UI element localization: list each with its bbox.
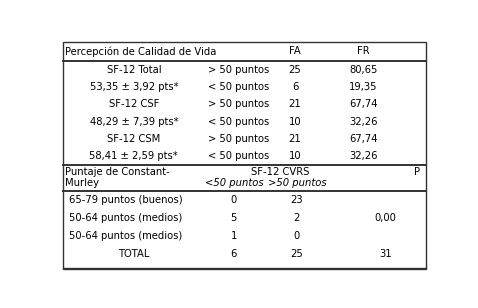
Text: FR: FR xyxy=(357,47,370,56)
Text: 6: 6 xyxy=(292,82,298,92)
Text: 10: 10 xyxy=(289,151,301,161)
Text: 58,41 ± 2,59 pts*: 58,41 ± 2,59 pts* xyxy=(89,151,178,161)
Text: 5: 5 xyxy=(231,213,237,223)
Text: 19,35: 19,35 xyxy=(349,82,378,92)
Text: Percepción de Calidad de Vida: Percepción de Calidad de Vida xyxy=(65,46,217,57)
Text: <50 puntos: <50 puntos xyxy=(205,178,263,188)
Text: 80,65: 80,65 xyxy=(349,65,378,75)
Text: 10: 10 xyxy=(289,117,301,127)
Text: TOTAL: TOTAL xyxy=(118,249,150,259)
Text: P: P xyxy=(414,167,420,177)
Text: SF-12 CSF: SF-12 CSF xyxy=(109,99,159,109)
Text: 6: 6 xyxy=(231,249,237,259)
Text: SF-12 CSM: SF-12 CSM xyxy=(107,134,161,144)
Text: SF-12 CVRS: SF-12 CVRS xyxy=(251,167,309,177)
Text: 50-64 puntos (medios): 50-64 puntos (medios) xyxy=(69,213,182,223)
Text: < 50 puntos: < 50 puntos xyxy=(208,82,269,92)
Text: 48,29 ± 7,39 pts*: 48,29 ± 7,39 pts* xyxy=(89,117,178,127)
Text: 21: 21 xyxy=(289,99,301,109)
Text: 23: 23 xyxy=(291,195,303,205)
Text: 53,35 ± 3,92 pts*: 53,35 ± 3,92 pts* xyxy=(89,82,178,92)
Text: SF-12 Total: SF-12 Total xyxy=(107,65,161,75)
Text: 32,26: 32,26 xyxy=(349,151,378,161)
Text: Puntaje de Constant-: Puntaje de Constant- xyxy=(65,167,170,177)
Text: 1: 1 xyxy=(231,231,237,241)
Text: 0: 0 xyxy=(293,231,300,241)
Text: 0: 0 xyxy=(231,195,237,205)
Text: FA: FA xyxy=(289,47,301,56)
Text: < 50 puntos: < 50 puntos xyxy=(208,117,269,127)
Text: < 50 puntos: < 50 puntos xyxy=(208,151,269,161)
Text: 50-64 puntos (medios): 50-64 puntos (medios) xyxy=(69,231,182,241)
Text: 0,00: 0,00 xyxy=(375,213,397,223)
Text: 25: 25 xyxy=(289,65,301,75)
Text: 65-79 puntos (buenos): 65-79 puntos (buenos) xyxy=(69,195,183,205)
Text: 67,74: 67,74 xyxy=(349,134,378,144)
Text: 67,74: 67,74 xyxy=(349,99,378,109)
Text: 25: 25 xyxy=(291,249,303,259)
Text: 32,26: 32,26 xyxy=(349,117,378,127)
Text: > 50 puntos: > 50 puntos xyxy=(208,99,269,109)
Text: 2: 2 xyxy=(293,213,300,223)
Text: >50 puntos: >50 puntos xyxy=(268,178,326,188)
Text: 21: 21 xyxy=(289,134,301,144)
Text: Murley: Murley xyxy=(65,178,99,188)
Text: 31: 31 xyxy=(380,249,392,259)
Text: > 50 puntos: > 50 puntos xyxy=(208,65,269,75)
Text: > 50 puntos: > 50 puntos xyxy=(208,134,269,144)
